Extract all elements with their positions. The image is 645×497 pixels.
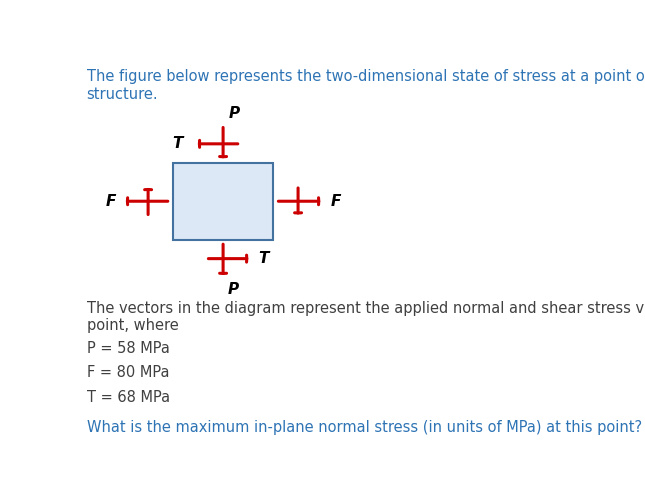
Text: T: T	[259, 251, 269, 266]
Text: P = 58 MPa: P = 58 MPa	[86, 340, 170, 355]
Text: P: P	[229, 106, 240, 121]
Text: F: F	[105, 194, 115, 209]
Text: T = 68 MPa: T = 68 MPa	[86, 390, 170, 405]
Text: F: F	[330, 194, 341, 209]
Text: The figure below represents the two-dimensional state of stress at a point on th: The figure below represents the two-dime…	[86, 69, 645, 101]
Text: T: T	[172, 136, 183, 151]
Text: The vectors in the diagram represent the applied normal and shear stress values : The vectors in the diagram represent the…	[86, 301, 645, 333]
Text: What is the maximum in-plane normal stress (in units of MPa) at this point?: What is the maximum in-plane normal stre…	[86, 420, 642, 435]
Text: F = 80 MPa: F = 80 MPa	[86, 365, 169, 380]
Bar	[173, 163, 273, 240]
Text: P: P	[228, 282, 239, 297]
